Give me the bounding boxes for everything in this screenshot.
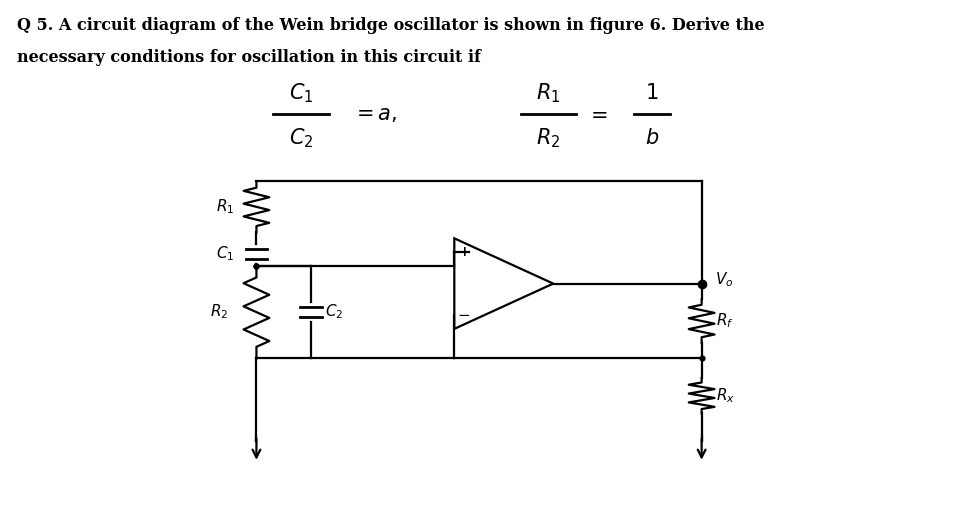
Text: $R_1$: $R_1$ (536, 81, 561, 105)
Text: $V_o$: $V_o$ (716, 270, 734, 289)
Text: −: − (458, 308, 471, 323)
Text: $b$: $b$ (645, 128, 659, 148)
Text: Q 5. A circuit diagram of the Wein bridge oscillator is shown in figure 6. Deriv: Q 5. A circuit diagram of the Wein bridg… (17, 17, 764, 34)
Text: $R_2$: $R_2$ (211, 303, 229, 322)
Text: $C_1$: $C_1$ (289, 81, 313, 105)
Text: $C_2$: $C_2$ (325, 303, 343, 322)
Text: +: + (458, 245, 470, 259)
Text: $R_2$: $R_2$ (536, 126, 561, 150)
Text: $C_1$: $C_1$ (216, 244, 235, 264)
Text: $R_1$: $R_1$ (216, 197, 235, 216)
Text: $=$: $=$ (586, 104, 607, 124)
Text: necessary conditions for oscillation in this circuit if: necessary conditions for oscillation in … (17, 49, 481, 66)
Text: $1$: $1$ (645, 83, 659, 103)
Text: $R_x$: $R_x$ (717, 386, 735, 405)
Text: $R_f$: $R_f$ (717, 312, 734, 330)
Text: $C_2$: $C_2$ (289, 126, 313, 150)
Text: $= a,$: $= a,$ (352, 104, 398, 124)
